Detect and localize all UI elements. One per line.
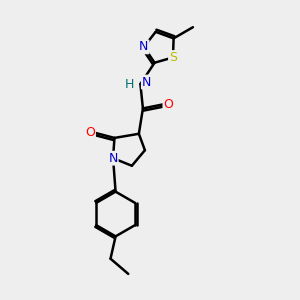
Text: O: O bbox=[164, 98, 173, 111]
Text: O: O bbox=[85, 126, 95, 139]
Text: S: S bbox=[169, 51, 177, 64]
Text: N: N bbox=[108, 152, 118, 165]
Text: N: N bbox=[142, 76, 151, 88]
Text: H: H bbox=[124, 77, 134, 91]
Text: N: N bbox=[139, 40, 148, 53]
